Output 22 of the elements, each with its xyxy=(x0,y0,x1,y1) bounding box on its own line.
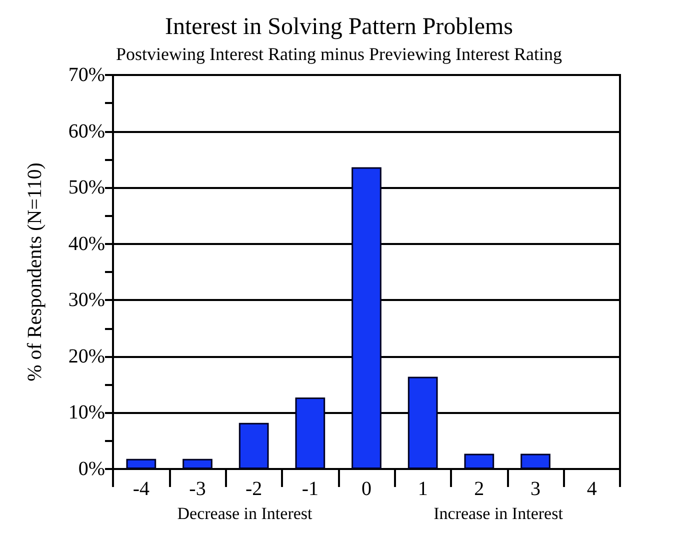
y-tick-label: 40% xyxy=(68,232,105,255)
x-tick-label: -4 xyxy=(132,478,150,500)
y-tick-label: 30% xyxy=(68,289,105,312)
y-tick-label: 20% xyxy=(68,345,105,368)
x-tick-label: 1 xyxy=(418,478,428,500)
chart-subtitle: Postviewing Interest Rating minus Previewing Interest Rating xyxy=(116,44,562,64)
y-tick-label: 0% xyxy=(78,458,105,480)
text: Increase in Interest xyxy=(434,504,564,523)
x-tick-label: -3 xyxy=(189,478,206,500)
x-tick-label: 2 xyxy=(474,478,484,500)
x-tick-label: 0 xyxy=(362,478,372,500)
x-tick-label: 3 xyxy=(530,478,540,500)
x-tick-label: -1 xyxy=(302,478,319,500)
y-axis-title: % of Respondents (N=110) xyxy=(24,162,46,382)
text: Decrease in Interest xyxy=(177,504,313,523)
x-tick-label: 4 xyxy=(586,478,597,500)
y-tick-label: 50% xyxy=(68,176,105,199)
x-tick-label: -2 xyxy=(245,478,262,500)
y-tick-label: 70% xyxy=(68,64,105,86)
y-tick-label: 60% xyxy=(68,120,105,142)
y-tick-label: 10% xyxy=(68,402,105,424)
chart-title: Interest in Solving Pattern Problems xyxy=(165,14,513,40)
